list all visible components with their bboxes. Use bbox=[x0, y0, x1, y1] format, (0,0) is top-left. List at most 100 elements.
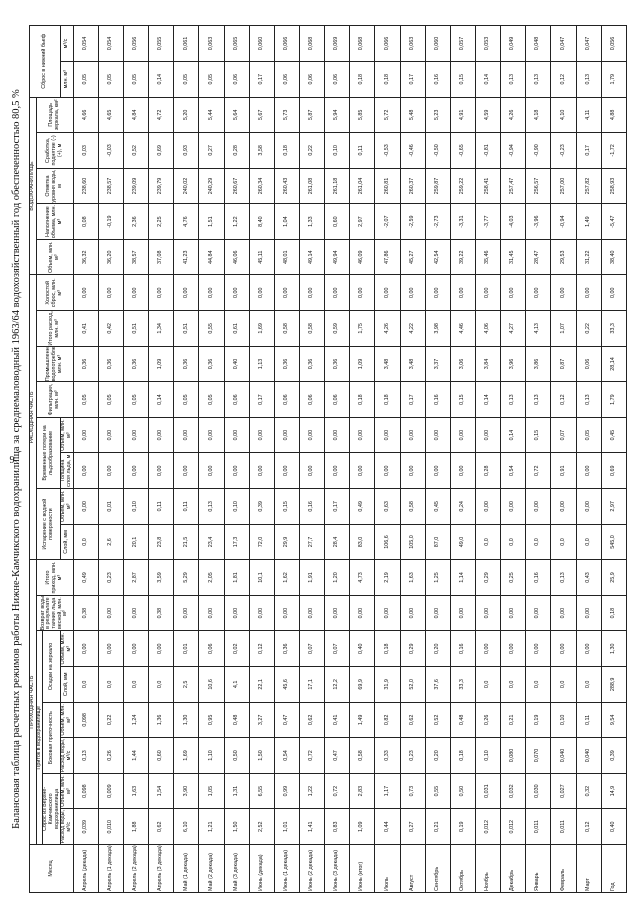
value-cell: 0,58 bbox=[299, 310, 325, 347]
value-cell: 0,00 bbox=[274, 275, 300, 311]
value-cell: 0,031 bbox=[475, 773, 501, 809]
value-cell: 0,07 bbox=[550, 417, 577, 453]
value-cell: 0,0 bbox=[576, 666, 602, 703]
value-cell: 0,18 bbox=[374, 61, 401, 98]
value-cell: 0,047 bbox=[576, 25, 602, 62]
value-cell: 0,36 bbox=[98, 346, 124, 382]
subheader-thickness: Толщина слоя льда, м bbox=[60, 452, 74, 489]
value-cell: 0,00 bbox=[550, 275, 577, 311]
value-cell: 1,09 bbox=[349, 346, 375, 382]
value-cell: 4,13 bbox=[525, 310, 551, 347]
value-cell: 1,05 bbox=[198, 773, 225, 809]
header-return-water: Возврат воды в результате таяния льда ве… bbox=[36, 595, 74, 631]
value-cell: 0,62 bbox=[400, 702, 426, 738]
table-row: Май (2 декада) 1,21 1,05 1,10 0,95 10,6 0,06 0,… bbox=[198, 25, 225, 893]
value-cell: 0,0 bbox=[550, 666, 577, 703]
value-cell: 0,0 bbox=[550, 524, 577, 560]
value-cell: 0,51 bbox=[173, 310, 199, 347]
value-cell: 545,0 bbox=[601, 524, 627, 560]
header-filtration: Фильтрация, млн. м³ bbox=[36, 381, 74, 418]
value-cell: 47,86 bbox=[374, 239, 401, 275]
value-cell: 0,00 bbox=[374, 595, 401, 631]
value-cell: 1,30 bbox=[173, 702, 199, 738]
value-cell: 0,070 bbox=[525, 737, 551, 774]
value-cell: 1,07 bbox=[550, 310, 577, 347]
value-cell: 0,0 bbox=[475, 666, 501, 703]
value-cell: 0,00 bbox=[550, 630, 577, 667]
value-cell: 1,17 bbox=[374, 773, 401, 809]
value-cell: 0,098 bbox=[73, 773, 99, 809]
value-cell: 1,34 bbox=[148, 310, 174, 347]
value-cell: 2,6 bbox=[98, 524, 124, 560]
value-cell: 0,069 bbox=[324, 25, 350, 62]
value-cell: 5,20 bbox=[173, 97, 199, 133]
header-downstream-release: Сброс в нижний бьеф bbox=[29, 25, 61, 98]
value-cell: 39,22 bbox=[450, 239, 476, 275]
value-cell: 0,29 bbox=[400, 630, 426, 667]
value-cell: 4,88 bbox=[601, 97, 627, 133]
value-cell: 0,00 bbox=[148, 275, 174, 311]
value-cell: 0,10 bbox=[123, 488, 149, 525]
value-cell: 5,29 bbox=[173, 559, 199, 596]
value-cell: 0,057 bbox=[450, 25, 476, 62]
value-cell: 3,96 bbox=[500, 346, 526, 382]
value-cell: 1,14 bbox=[450, 559, 476, 596]
month-cell: Апрель (1 декада) bbox=[98, 844, 124, 893]
value-cell: 0,00 bbox=[173, 417, 199, 453]
value-cell: 0,040 bbox=[550, 737, 577, 774]
value-cell: 1,50 bbox=[224, 808, 250, 845]
value-cell: 0,06 bbox=[324, 381, 350, 418]
value-cell: 1,20 bbox=[324, 559, 350, 596]
value-cell: -0,65 bbox=[450, 132, 476, 169]
value-cell: 257,82 bbox=[576, 168, 602, 204]
value-cell: 0,0 bbox=[500, 666, 526, 703]
value-cell: -2,59 bbox=[400, 203, 426, 240]
value-cell: 38,40 bbox=[601, 239, 627, 275]
value-cell: 33,3 bbox=[450, 666, 476, 703]
value-cell: 106,6 bbox=[374, 524, 401, 560]
value-cell: 4,73 bbox=[349, 559, 375, 596]
value-cell: -0,19 bbox=[98, 203, 124, 240]
value-cell: 0,21 bbox=[500, 702, 526, 738]
value-cell: 0,45 bbox=[425, 488, 451, 525]
value-cell: 0,0 bbox=[73, 666, 99, 703]
value-cell: 1,13 bbox=[249, 346, 275, 382]
value-cell: 0,00 bbox=[374, 452, 401, 489]
value-cell: 0,00 bbox=[576, 488, 602, 525]
value-cell: 0,00 bbox=[525, 595, 551, 631]
value-cell: 36,32 bbox=[73, 239, 99, 275]
value-cell: 0,87 bbox=[550, 346, 577, 382]
value-cell: 0,14 bbox=[148, 381, 174, 418]
table-row: Июнь (1 декада) 1,01 0,99 0,54 0,47 45,6 0,36 0… bbox=[274, 25, 300, 893]
value-cell: 0,00 bbox=[274, 452, 300, 489]
value-cell: 0,00 bbox=[450, 275, 476, 311]
value-cell: 0,00 bbox=[198, 452, 225, 489]
table-row: Апрель (2 декада) 1,88 1,63 1,44 1,24 0,0 0,00… bbox=[123, 25, 149, 893]
value-cell: 0,00 bbox=[400, 275, 426, 311]
value-cell: 0,36 bbox=[274, 346, 300, 382]
value-cell: 2,19 bbox=[374, 559, 401, 596]
value-cell: 5,85 bbox=[349, 97, 375, 133]
value-cell: 4,06 bbox=[475, 310, 501, 347]
value-cell: 0,23 bbox=[400, 737, 426, 774]
value-cell: 0,00 bbox=[324, 275, 350, 311]
value-cell: 0,056 bbox=[601, 25, 627, 62]
value-cell: 0,13 bbox=[576, 381, 602, 418]
value-cell: 0,00 bbox=[123, 595, 149, 631]
value-cell: 45,6 bbox=[274, 666, 300, 703]
value-cell: 0,13 bbox=[73, 737, 99, 774]
value-cell: 29,9 bbox=[274, 524, 300, 560]
month-cell: Июнь (3 декада) bbox=[324, 844, 350, 893]
value-cell: 0,00 bbox=[475, 275, 501, 311]
value-cell: 29,53 bbox=[550, 239, 577, 275]
value-cell: 0,52 bbox=[123, 132, 149, 169]
value-cell: 23,4 bbox=[198, 524, 225, 560]
table-row: Апрель (1 декада) 0,010 0,009 0,26 0,22 0,0 0,… bbox=[98, 25, 124, 893]
value-cell: 0,00 bbox=[400, 595, 426, 631]
value-cell: 0,62 bbox=[148, 808, 174, 845]
table-row: Июнь (итог) 1,09 2,83 0,58 1,49 69,9 0,40 0,00 4… bbox=[349, 25, 375, 893]
value-cell: 0,33 bbox=[374, 737, 401, 774]
value-cell: 0,15 bbox=[450, 381, 476, 418]
value-cell: 0,01 bbox=[98, 488, 124, 525]
value-cell: 0,40 bbox=[224, 346, 250, 382]
